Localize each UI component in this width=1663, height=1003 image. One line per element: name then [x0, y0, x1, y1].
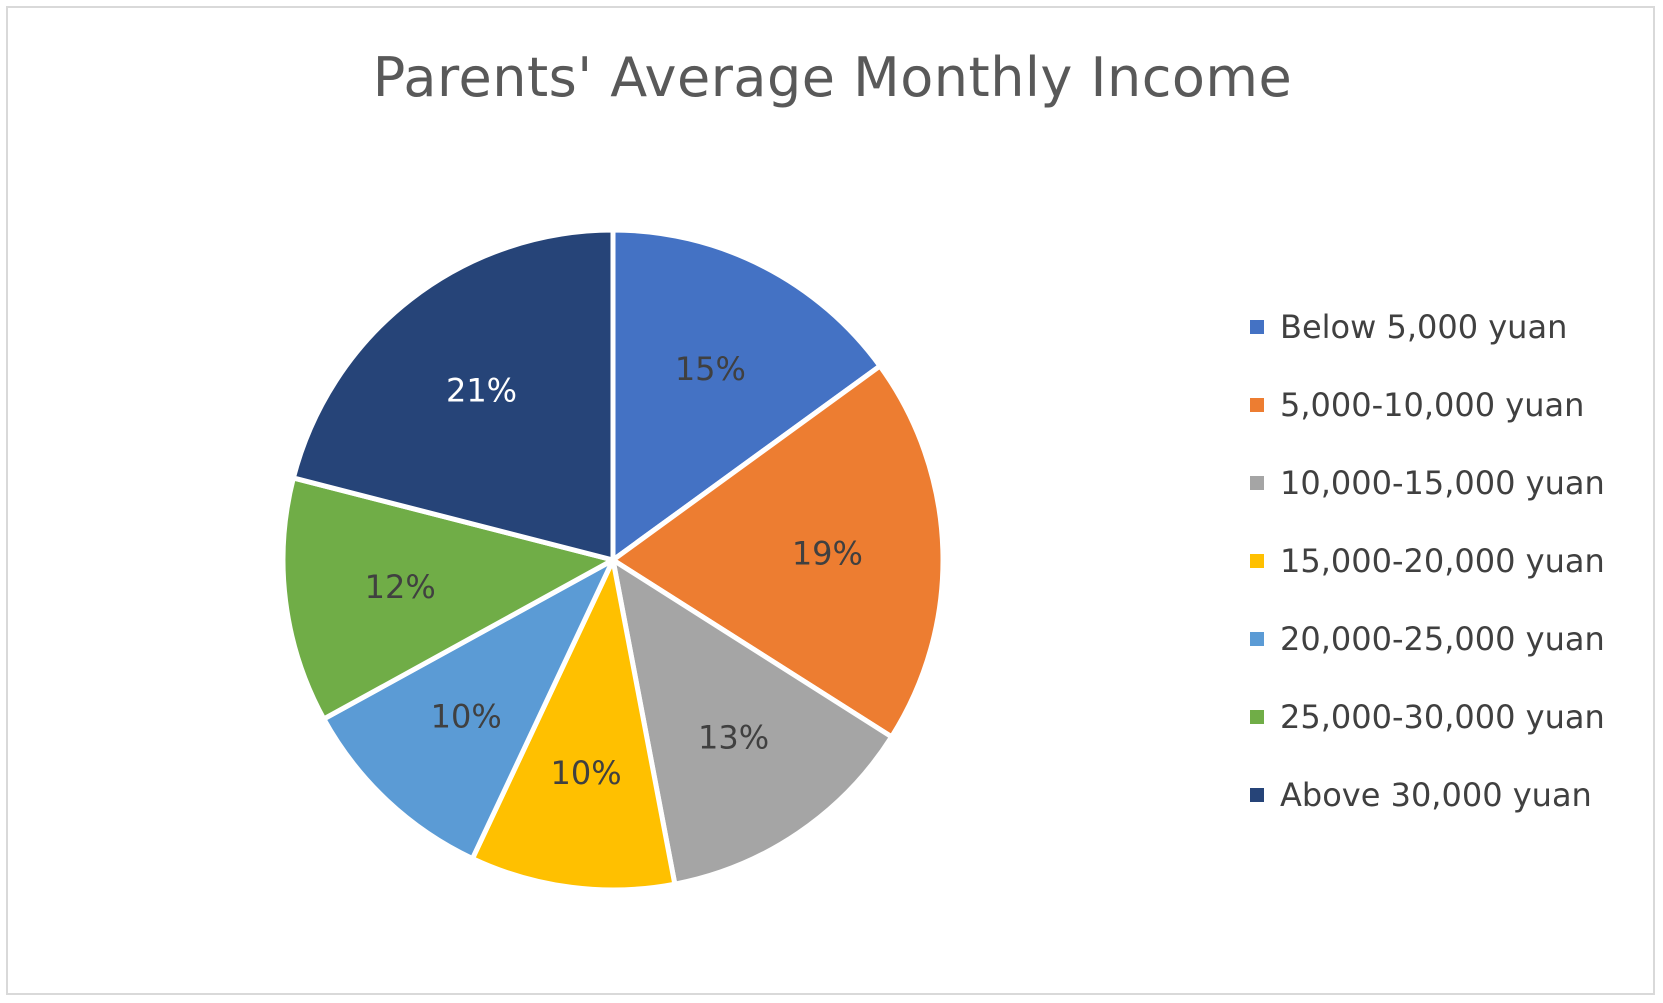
data-label-below-5-000-yuan: 15% [675, 350, 746, 388]
chart-title: Parents' Average Monthly Income [372, 46, 1293, 109]
pie-slice-5-000-10-000-yuan [610, 363, 946, 740]
legend-item-5-000-10-000-yuan: 5,000-10,000 yuan [1250, 386, 1584, 424]
legend-item-10-000-15-000-yuan: 10,000-15,000 yuan [1250, 464, 1605, 502]
legend-label: 15,000-20,000 yuan [1280, 542, 1605, 580]
legend-label: 5,000-10,000 yuan [1280, 386, 1584, 424]
legend-item-20-000-25-000-yuan: 20,000-25,000 yuan [1250, 620, 1605, 658]
legend-label: Below 5,000 yuan [1280, 308, 1567, 346]
legend-swatch [1250, 554, 1264, 568]
legend-item-below-5-000-yuan: Below 5,000 yuan [1250, 308, 1567, 346]
legend-swatch [1250, 398, 1264, 412]
pie-slice-below-5-000-yuan [610, 227, 883, 563]
pie-slices [280, 227, 946, 893]
legend-label: 25,000-30,000 yuan [1280, 698, 1605, 736]
pie-slice-20-000-25-000-yuan [321, 557, 616, 862]
pie-slice-above-30-000-yuan [290, 227, 616, 563]
legend-swatch [1250, 476, 1264, 490]
legend-swatch [1250, 710, 1264, 724]
pie-data-labels: 15% 19% 13% 10% 10% 12% 21% [365, 350, 863, 792]
legend-item-25-000-30-000-yuan: 25,000-30,000 yuan [1250, 698, 1605, 736]
pie-slice-15-000-20-000-yuan [469, 557, 678, 893]
legend-swatch [1250, 632, 1264, 646]
data-label-15-000-20-000-yuan: 10% [551, 754, 622, 792]
pie-slice-10-000-15-000-yuan [610, 557, 895, 887]
legend-label: Above 30,000 yuan [1280, 776, 1592, 814]
data-label-25-000-30-000-yuan: 12% [365, 568, 436, 606]
legend-item-15-000-20-000-yuan: 15,000-20,000 yuan [1250, 542, 1605, 580]
legend: Below 5,000 yuan 5,000-10,000 yuan 10,000-… [1250, 308, 1605, 814]
legend-swatch [1250, 788, 1264, 802]
pie-slice-25-000-30-000-yuan [280, 475, 616, 722]
data-label-above-30-000-yuan: 21% [446, 372, 517, 410]
data-label-5-000-10-000-yuan: 19% [792, 534, 863, 572]
legend-label: 10,000-15,000 yuan [1280, 464, 1605, 502]
legend-swatch [1250, 320, 1264, 334]
legend-label: 20,000-25,000 yuan [1280, 620, 1605, 658]
legend-item-above-30-000-yuan: Above 30,000 yuan [1250, 776, 1592, 814]
data-label-10-000-15-000-yuan: 13% [698, 718, 769, 756]
data-label-20-000-25-000-yuan: 10% [431, 697, 502, 735]
